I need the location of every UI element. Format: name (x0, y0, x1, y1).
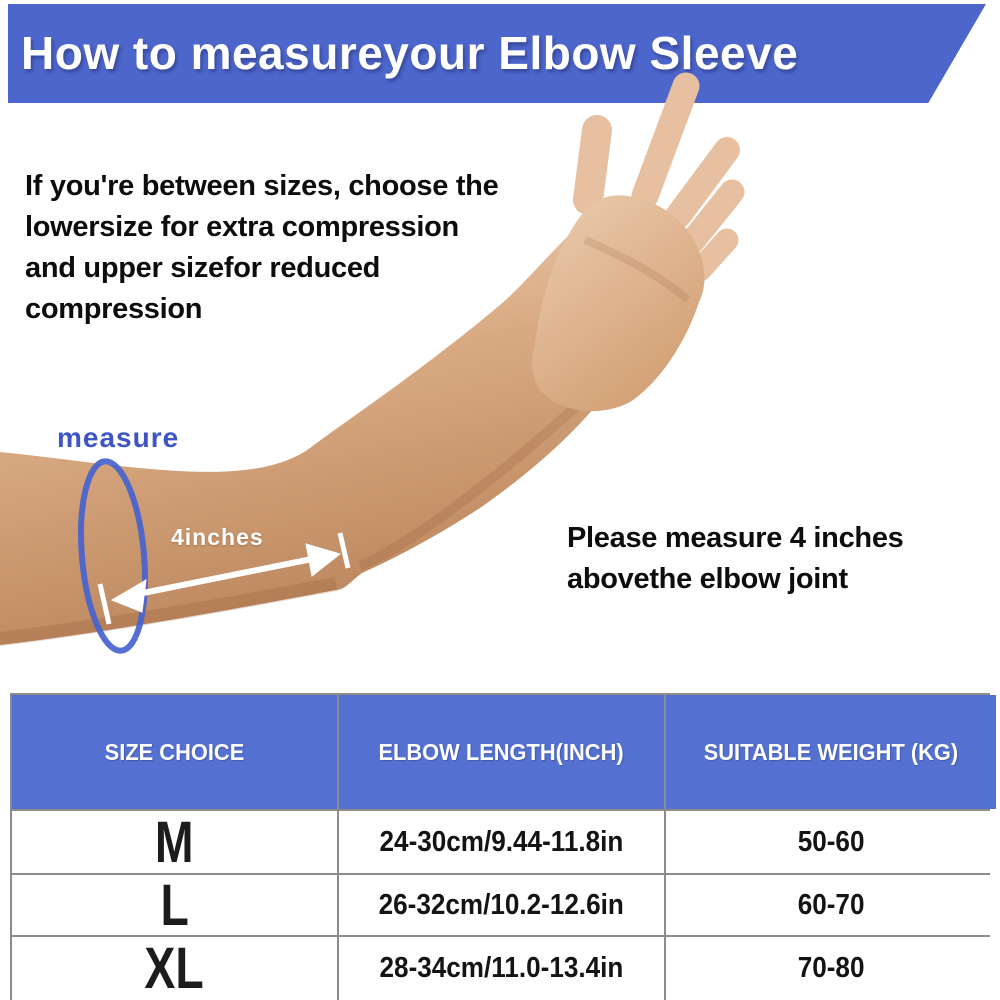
note-text: Please measure 4 inches abovethe elbow j… (567, 518, 904, 600)
table-cell-size-m: M (12, 810, 337, 875)
size-table: SIZE CHOICE ELBOW LENGTH(INCH) SUITABLE … (10, 693, 996, 1000)
table-cell-length-xl: 28-34cm/11.0-13.4in (339, 937, 664, 1000)
table-cell-weight-l: 60-70 (666, 875, 996, 935)
hand-silhouette (531, 195, 705, 412)
note-line: Please measure 4 inches (567, 522, 904, 554)
arrowhead-right-icon (305, 543, 342, 577)
arm-shadow (0, 577, 338, 646)
table-header-length: ELBOW LENGTH(INCH) (339, 695, 664, 809)
intro-line: If you're between sizes, choose the (25, 170, 499, 202)
table-cell-length-m: 24-30cm/9.44-11.8in (339, 811, 664, 873)
intro-text: If you're between sizes, choose the lowe… (25, 166, 499, 330)
ring-finger (679, 179, 745, 255)
note-line: abovethe elbow joint (567, 563, 848, 595)
table-cell-size-xl: XL (12, 936, 337, 1000)
measure-label: measure (57, 422, 180, 453)
pinky-finger (688, 228, 739, 282)
fingers (573, 72, 745, 282)
table-cell-length-l: 26-32cm/10.2-12.6in (339, 875, 664, 935)
intro-line: lowersize for extra compression (25, 211, 459, 243)
table-header-size: SIZE CHOICE (12, 695, 337, 809)
table-cell-size-l: L (12, 873, 337, 938)
intro-line: compression (25, 293, 203, 325)
table-header-weight: SUITABLE WEIGHT (KG) (666, 695, 996, 809)
arrowhead-left-icon (110, 579, 147, 613)
table-cell-weight-m: 50-60 (666, 811, 996, 873)
thumb-finger (573, 115, 612, 215)
knuckle-shading (583, 236, 691, 303)
page-title: How to measureyour Elbow Sleeve (21, 27, 799, 79)
arrow-label-4inches: 4inches (171, 524, 264, 550)
intro-line: and upper sizefor reduced (25, 252, 381, 284)
banner: How to measureyour Elbow Sleeve (8, 4, 986, 103)
table-cell-weight-xl: 70-80 (666, 937, 996, 1000)
measure-circle-icon (78, 458, 148, 654)
middle-finger (665, 137, 740, 229)
